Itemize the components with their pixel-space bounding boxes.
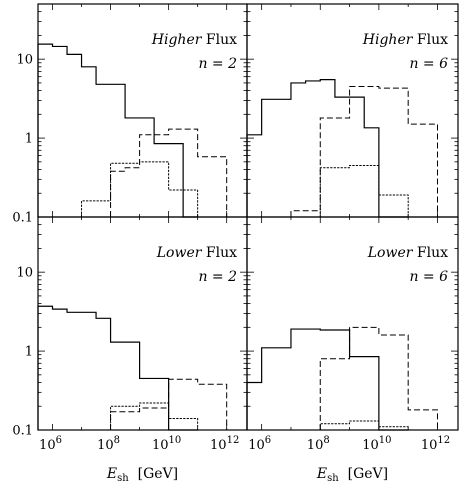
x-tick-base: 10: [248, 438, 265, 453]
series-dashed-line: [290, 86, 438, 217]
y-tick-label: 1: [25, 132, 33, 147]
x-tick-label: 1012: [210, 435, 239, 453]
x-tick-exponent: 8: [114, 435, 120, 446]
series-solid-line: [246, 328, 409, 431]
x-tick-base: 10: [152, 438, 169, 453]
y-tick-label: 0.1: [12, 211, 33, 226]
text-labels: Higher Flux n = 2 0.1 1 10 Higher Flux n = 6 Lo…: [12, 32, 450, 484]
x-axis-label: Esh [GeV]: [106, 466, 178, 484]
x-tick-exponent: 12: [227, 435, 240, 446]
series-dotted-line: [81, 161, 199, 218]
flux-word: Higher: [362, 32, 414, 48]
x-tick-label: 1010: [362, 435, 391, 453]
series-solid-line: [37, 43, 198, 218]
x-axis-subscript: sh: [117, 473, 129, 484]
x-tick-label: 1012: [421, 435, 450, 453]
panel-frame: [246, 216, 459, 431]
x-tick-label: 108: [307, 435, 330, 453]
x-axis-unit: [GeV]: [129, 466, 178, 482]
x-tick-exponent: 6: [265, 435, 271, 446]
series-dashed-line: [110, 378, 228, 430]
x-tick-exponent: 10: [379, 435, 392, 446]
panel-n-label: n = 6: [409, 56, 448, 72]
y-tick-label: 0.1: [12, 424, 33, 439]
panel-n-label: n = 2: [198, 56, 237, 72]
series-dotted-line: [319, 420, 409, 431]
panel-flux-label: Higher Flux: [151, 32, 237, 48]
x-tick-label: 1010: [152, 435, 181, 453]
x-tick-base: 10: [39, 438, 56, 453]
x-axis-subscript: sh: [327, 473, 339, 484]
x-tick-base: 10: [97, 438, 114, 453]
x-tick-base: 10: [421, 438, 438, 453]
series-solid-line: [37, 305, 198, 431]
x-axis-unit: [GeV]: [339, 466, 388, 482]
y-tick-label: 10: [16, 53, 33, 68]
x-tick-base: 10: [307, 438, 324, 453]
x-tick-label: 108: [97, 435, 120, 453]
x-axis-label: Esh [GeV]: [316, 466, 388, 484]
x-tick-exponent: 6: [56, 435, 62, 446]
x-tick-exponent: 12: [437, 435, 450, 446]
series-dotted-line: [110, 402, 199, 431]
flux-word: Lower: [367, 245, 414, 261]
panel-flux-label: Higher Flux: [362, 32, 448, 48]
panel-n-label: n = 6: [409, 269, 448, 285]
x-tick-base: 10: [210, 438, 227, 453]
x-tick-label: 106: [39, 435, 62, 453]
series-dashed-line: [110, 128, 228, 217]
x-axis-symbol: E: [316, 466, 327, 482]
y-tick-label: 1: [25, 345, 33, 360]
series-lines: [37, 43, 438, 431]
series-solid-line: [246, 79, 409, 218]
panel-n-label: n = 2: [198, 269, 237, 285]
panel-flux-label: Lower Flux: [367, 245, 448, 261]
series-dotted-line: [319, 164, 409, 218]
flux-rest: Flux: [201, 245, 237, 261]
x-tick-exponent: 8: [323, 435, 329, 446]
y-tick-label: 10: [16, 266, 33, 281]
x-tick-base: 10: [362, 438, 379, 453]
x-tick-label: 106: [248, 435, 271, 453]
flux-word: Lower: [156, 245, 203, 261]
flux-word: Higher: [151, 32, 203, 48]
x-tick-exponent: 10: [169, 435, 182, 446]
flux-rest: Flux: [412, 245, 448, 261]
flux-rest: Flux: [412, 32, 448, 48]
panel-frames: [37, 3, 459, 431]
x-axis-symbol: E: [106, 466, 117, 482]
series-dashed-line: [319, 326, 438, 430]
panel-flux-label: Lower Flux: [156, 245, 237, 261]
flux-rest: Flux: [201, 32, 237, 48]
